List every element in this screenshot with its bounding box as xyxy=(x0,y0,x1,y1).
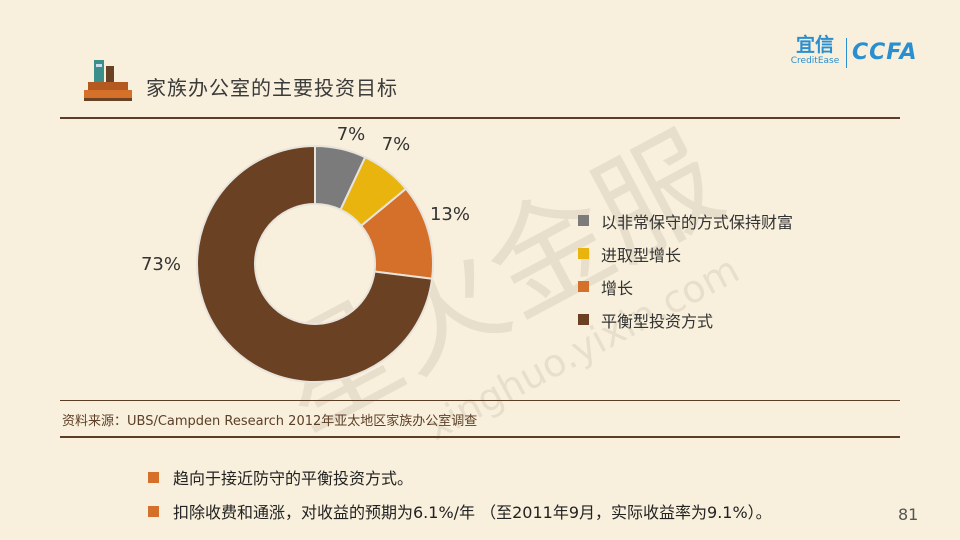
bullet-text: 趋向于接近防守的平衡投资方式。 xyxy=(173,469,414,488)
logo-en: CreditEase xyxy=(790,56,840,66)
books-icon xyxy=(84,60,132,101)
legend-swatch xyxy=(578,215,589,226)
bullet-item: 趋向于接近防守的平衡投资方式。 xyxy=(148,460,772,494)
slice-label: 73% xyxy=(141,254,181,275)
bullet-marker xyxy=(148,505,159,517)
logo-cn: 宜信 xyxy=(795,34,834,56)
legend-item: 进取型增长 xyxy=(578,237,793,270)
divider-bottom xyxy=(60,436,900,438)
page-number: 81 xyxy=(898,505,919,524)
slice-label: 13% xyxy=(430,204,470,225)
creditease-logo: 宜信 CreditEase xyxy=(790,34,840,66)
slice-label: 7% xyxy=(337,124,366,145)
legend-item: 以非常保守的方式保持财富 xyxy=(578,204,793,237)
legend-item: 平衡型投资方式 xyxy=(578,303,793,336)
logo-divider xyxy=(846,38,847,68)
divider-middle xyxy=(60,400,900,401)
slice-label: 7% xyxy=(382,134,411,155)
legend-swatch xyxy=(578,281,589,292)
legend-label: 平衡型投资方式 xyxy=(601,311,714,331)
donut-slice xyxy=(196,144,434,383)
bullet-item: 扣除收费和通涨，对收益的预期为6.1%/年 （至2011年9月，实际收益率为9.… xyxy=(148,494,772,528)
legend-label: 以非常保守的方式保持财富 xyxy=(601,212,794,232)
source-note: 资料来源：UBS/Campden Research 2012年亚太地区家族办公室… xyxy=(62,414,478,429)
bullet-text: 扣除收费和通涨，对收益的预期为6.1%/年 （至2011年9月，实际收益率为9.… xyxy=(173,503,772,522)
legend-item: 增长 xyxy=(578,270,793,303)
ccfa-logo: CCFA xyxy=(852,40,918,65)
legend-label: 增长 xyxy=(601,278,634,298)
legend-label: 进取型增长 xyxy=(601,245,682,265)
chart-legend: 以非常保守的方式保持财富 进取型增长增长平衡型投资方式 xyxy=(578,204,793,336)
divider-top xyxy=(60,117,900,119)
bullet-list: 趋向于接近防守的平衡投资方式。 扣除收费和通涨，对收益的预期为6.1%/年 （至… xyxy=(148,460,772,528)
page-title: 家族办公室的主要投资目标 xyxy=(146,76,398,100)
bullet-marker xyxy=(148,471,159,483)
legend-swatch xyxy=(578,314,589,325)
legend-swatch xyxy=(578,248,589,259)
